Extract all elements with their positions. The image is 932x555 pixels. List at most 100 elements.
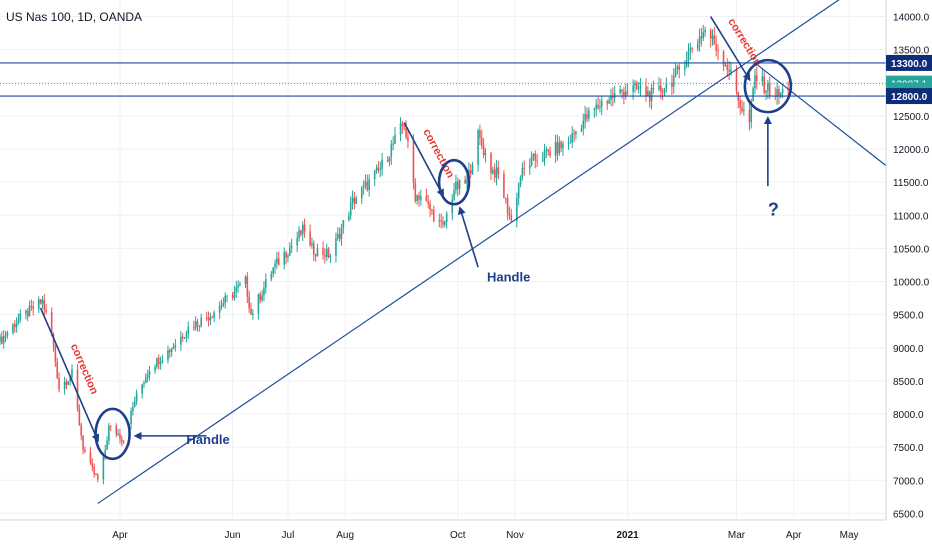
candle-body	[440, 220, 442, 222]
candle-body	[327, 248, 330, 258]
candle-body	[600, 101, 603, 107]
candle-body	[78, 408, 81, 425]
x-tick-label: 2021	[616, 530, 639, 541]
candle-body	[516, 198, 518, 221]
candle-body	[623, 91, 625, 97]
candle-body	[259, 294, 262, 301]
candle-body	[348, 215, 350, 221]
candle-body	[180, 336, 182, 345]
candle-body	[290, 245, 293, 248]
candle-body	[169, 350, 171, 353]
candle-body	[265, 279, 267, 288]
candle-body	[765, 90, 767, 93]
candle-body	[17, 319, 20, 324]
candle-body	[691, 47, 693, 49]
candle-body	[730, 69, 732, 72]
candle-body	[43, 299, 46, 311]
candle-body	[80, 424, 83, 436]
candle-body	[170, 348, 173, 353]
candle-body	[300, 230, 302, 235]
candle-body	[309, 231, 311, 246]
candle-body	[700, 36, 703, 39]
candle-body	[119, 433, 121, 440]
candle-body	[556, 142, 559, 154]
candle-body	[580, 128, 583, 132]
candle-body	[671, 82, 673, 87]
candle-body	[174, 344, 177, 348]
candle-body	[517, 184, 520, 199]
candle-body	[213, 312, 215, 318]
candle-body	[272, 267, 274, 274]
correction-arrow	[403, 122, 444, 198]
candle-body	[4, 335, 7, 337]
candle-body	[135, 393, 138, 402]
candle-body	[298, 230, 300, 239]
candle-body	[252, 313, 254, 315]
candle-body	[32, 306, 35, 310]
candle-body	[377, 167, 380, 170]
candle-body	[403, 125, 406, 127]
y-tick-label: 8500.0	[893, 377, 924, 388]
candle-body	[678, 66, 681, 70]
candle-body	[484, 153, 487, 156]
candle-body	[444, 221, 446, 225]
candle-body	[91, 462, 94, 467]
candle-body	[172, 347, 175, 349]
y-tick-label: 7000.0	[893, 476, 924, 487]
candle-body	[709, 29, 712, 39]
candle-body	[573, 133, 575, 135]
candle-body	[405, 126, 407, 138]
candle-body	[726, 65, 729, 70]
candle-body	[416, 195, 418, 201]
x-tick-label: Mar	[728, 530, 746, 541]
candle-body	[146, 375, 149, 378]
handle-label: Handle	[487, 270, 530, 285]
candle-body	[493, 169, 496, 178]
candle-body	[277, 258, 280, 265]
candle-body	[776, 89, 778, 97]
candle-body	[366, 181, 369, 190]
candle-body	[154, 366, 156, 371]
correction-label: correction	[725, 16, 764, 68]
candle-body	[196, 321, 199, 326]
candle-body	[362, 185, 365, 188]
candle-body	[575, 131, 577, 135]
candle-body	[121, 439, 123, 442]
candle-body	[660, 85, 662, 92]
candle-body	[455, 181, 457, 191]
candle-body	[588, 110, 590, 119]
candle-body	[453, 190, 455, 200]
x-tick-label: Jul	[282, 530, 295, 541]
candle-body	[283, 252, 286, 265]
candle-body	[593, 109, 596, 111]
candle-body	[301, 224, 304, 235]
candle-body	[161, 360, 164, 362]
candle-body	[95, 473, 97, 475]
handle-circle	[743, 58, 793, 114]
candle-body	[246, 276, 249, 297]
candle-body	[549, 151, 551, 156]
candle-body	[276, 258, 278, 264]
candlesticks	[0, 24, 789, 485]
candle-body	[652, 87, 655, 90]
candle-body	[750, 101, 753, 123]
candle-body	[364, 181, 367, 186]
candle-body	[15, 323, 18, 328]
candle-body	[743, 109, 745, 112]
candle-body	[360, 187, 363, 199]
candle-body	[167, 350, 169, 361]
candle-body	[355, 198, 358, 204]
candle-body	[711, 35, 714, 39]
candle-body	[314, 254, 317, 257]
candle-body	[534, 153, 537, 161]
candle-body	[69, 376, 71, 382]
candle-body	[392, 143, 394, 145]
candle-body	[19, 313, 22, 320]
candle-body	[676, 66, 679, 69]
candle-body	[471, 164, 474, 174]
candle-body	[702, 32, 705, 39]
candle-body	[510, 215, 513, 221]
